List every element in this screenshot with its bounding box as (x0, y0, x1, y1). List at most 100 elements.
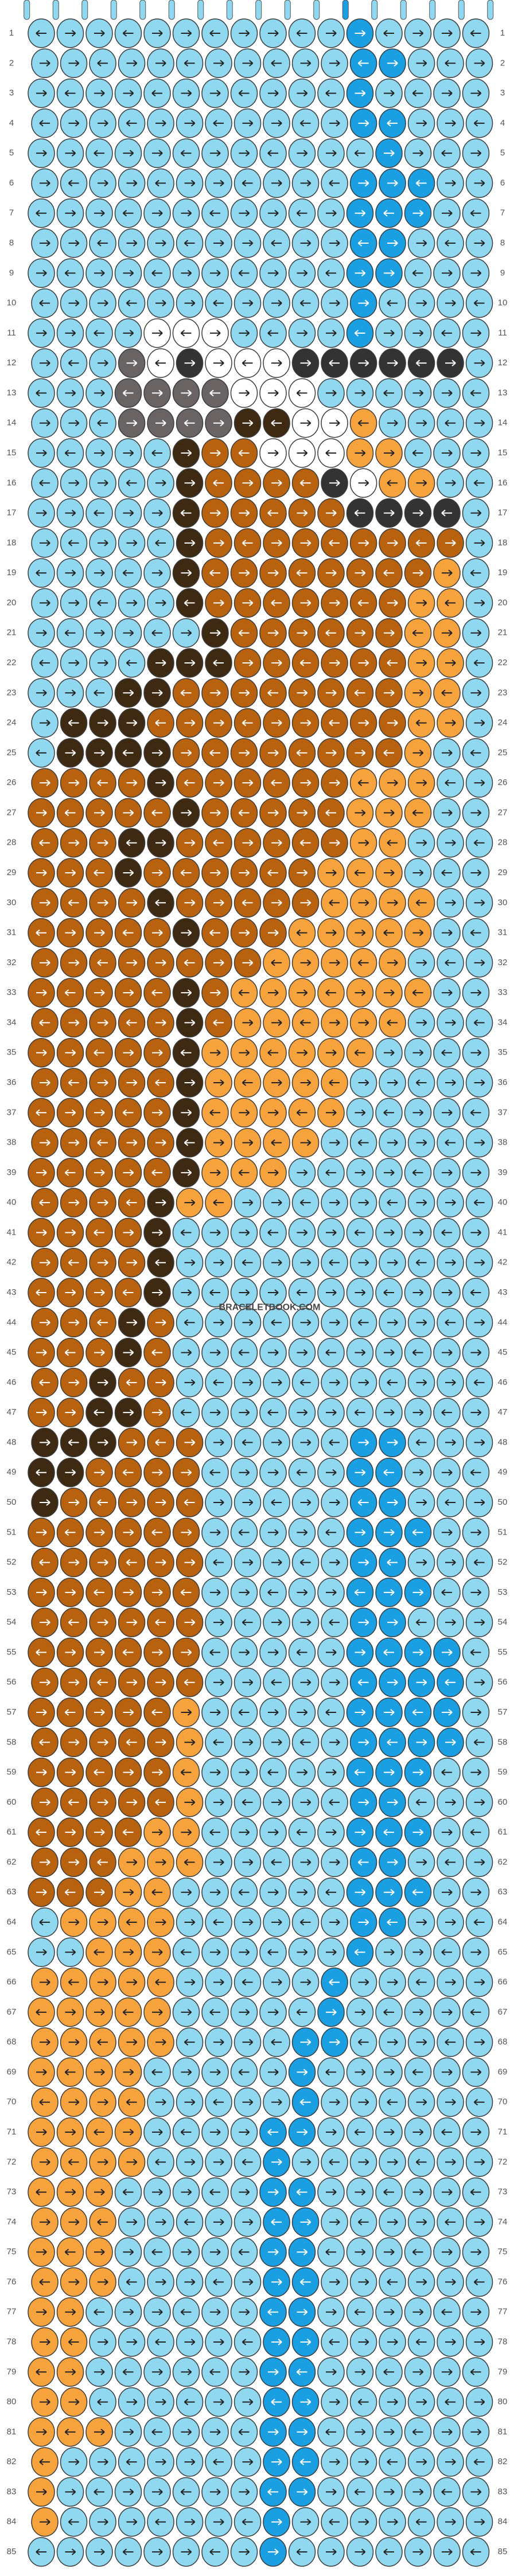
row-number: 55 (498, 1647, 508, 1657)
knot (118, 348, 146, 378)
knot (404, 1817, 432, 1847)
knot (143, 1937, 171, 1968)
row-number: 26 (498, 778, 508, 787)
knot-arrow (412, 89, 423, 97)
knot-arrow (297, 689, 308, 697)
knot (263, 1488, 290, 1517)
knot-arrow (213, 240, 224, 247)
knot-arrow (39, 120, 50, 127)
knot (230, 798, 258, 828)
knot (89, 2447, 116, 2477)
knot (56, 1697, 84, 1727)
knot (230, 2237, 258, 2267)
knot-arrow (210, 150, 221, 157)
knot (291, 888, 320, 918)
knot (60, 2447, 88, 2477)
knot-arrow (355, 30, 366, 37)
knot-arrow (355, 450, 366, 456)
knot (85, 18, 113, 48)
knot-arrow (184, 719, 196, 727)
knot (321, 1247, 348, 1278)
knot (114, 18, 142, 48)
knot (56, 798, 84, 828)
knot-arrow (68, 599, 80, 607)
knot-arrow (184, 60, 195, 67)
knot-arrow (209, 30, 220, 37)
knot (259, 978, 287, 1008)
row-number: 51 (7, 1527, 17, 1537)
knot-arrow (470, 569, 481, 576)
knot (263, 948, 290, 978)
knot-arrow (98, 719, 108, 727)
knot (233, 1727, 262, 1758)
knot (143, 858, 171, 888)
knot (404, 438, 432, 468)
knot (375, 1517, 403, 1548)
knot (263, 468, 290, 498)
knot (375, 1877, 403, 1907)
knot-arrow (68, 60, 80, 67)
knot (172, 738, 200, 768)
knot-arrow (445, 360, 456, 366)
knot (317, 1217, 345, 1248)
knot (201, 78, 229, 108)
knot (349, 2087, 377, 2117)
knot (263, 2087, 290, 2117)
knot (114, 1217, 142, 1248)
knot (230, 1158, 258, 1188)
knot (349, 1068, 377, 1098)
knot (317, 1158, 345, 1188)
row-number: 24 (7, 718, 17, 728)
knot (118, 1008, 146, 1038)
row-number: 82 (498, 2457, 508, 2466)
knot (147, 588, 174, 618)
knot (89, 1188, 116, 1217)
knot (288, 2297, 316, 2327)
knot (317, 558, 345, 588)
knot (31, 348, 59, 378)
row-number: 72 (7, 2157, 17, 2167)
knot (462, 558, 490, 588)
knot (31, 288, 59, 318)
knot (288, 378, 316, 408)
knot (230, 78, 258, 108)
knot-arrow (94, 569, 105, 576)
knot (60, 408, 88, 438)
knot (433, 1098, 461, 1128)
knot-arrow (296, 209, 307, 217)
knot (118, 588, 146, 618)
knot (317, 1278, 345, 1307)
knot (379, 1787, 406, 1817)
knot (147, 1008, 174, 1038)
knot-arrow (36, 209, 46, 217)
knot-arrow (184, 360, 196, 366)
knot (462, 1337, 490, 1368)
knot (85, 1217, 113, 1248)
knot-arrow (300, 179, 311, 187)
knot-arrow (329, 299, 340, 307)
row-number: 28 (498, 838, 508, 848)
knot (176, 648, 204, 678)
knot (143, 78, 171, 108)
knot-arrow (126, 659, 137, 666)
knot-arrow (126, 419, 138, 427)
knot-arrow (181, 89, 192, 97)
knot (89, 48, 116, 79)
knot-arrow (326, 509, 337, 517)
knot (404, 2117, 432, 2147)
knot (114, 978, 142, 1008)
knot-arrow (152, 689, 163, 697)
knot (28, 678, 55, 708)
knot-arrow (239, 150, 250, 157)
knot (118, 2087, 146, 2117)
knot (31, 1368, 59, 1398)
knot (143, 1098, 171, 1128)
knot (56, 258, 84, 288)
knot (89, 1907, 116, 1937)
knot (346, 1457, 374, 1488)
knot-arrow (300, 540, 311, 547)
row-number: 83 (498, 2487, 508, 2496)
knot (60, 1427, 88, 1458)
knot (60, 1667, 88, 1697)
